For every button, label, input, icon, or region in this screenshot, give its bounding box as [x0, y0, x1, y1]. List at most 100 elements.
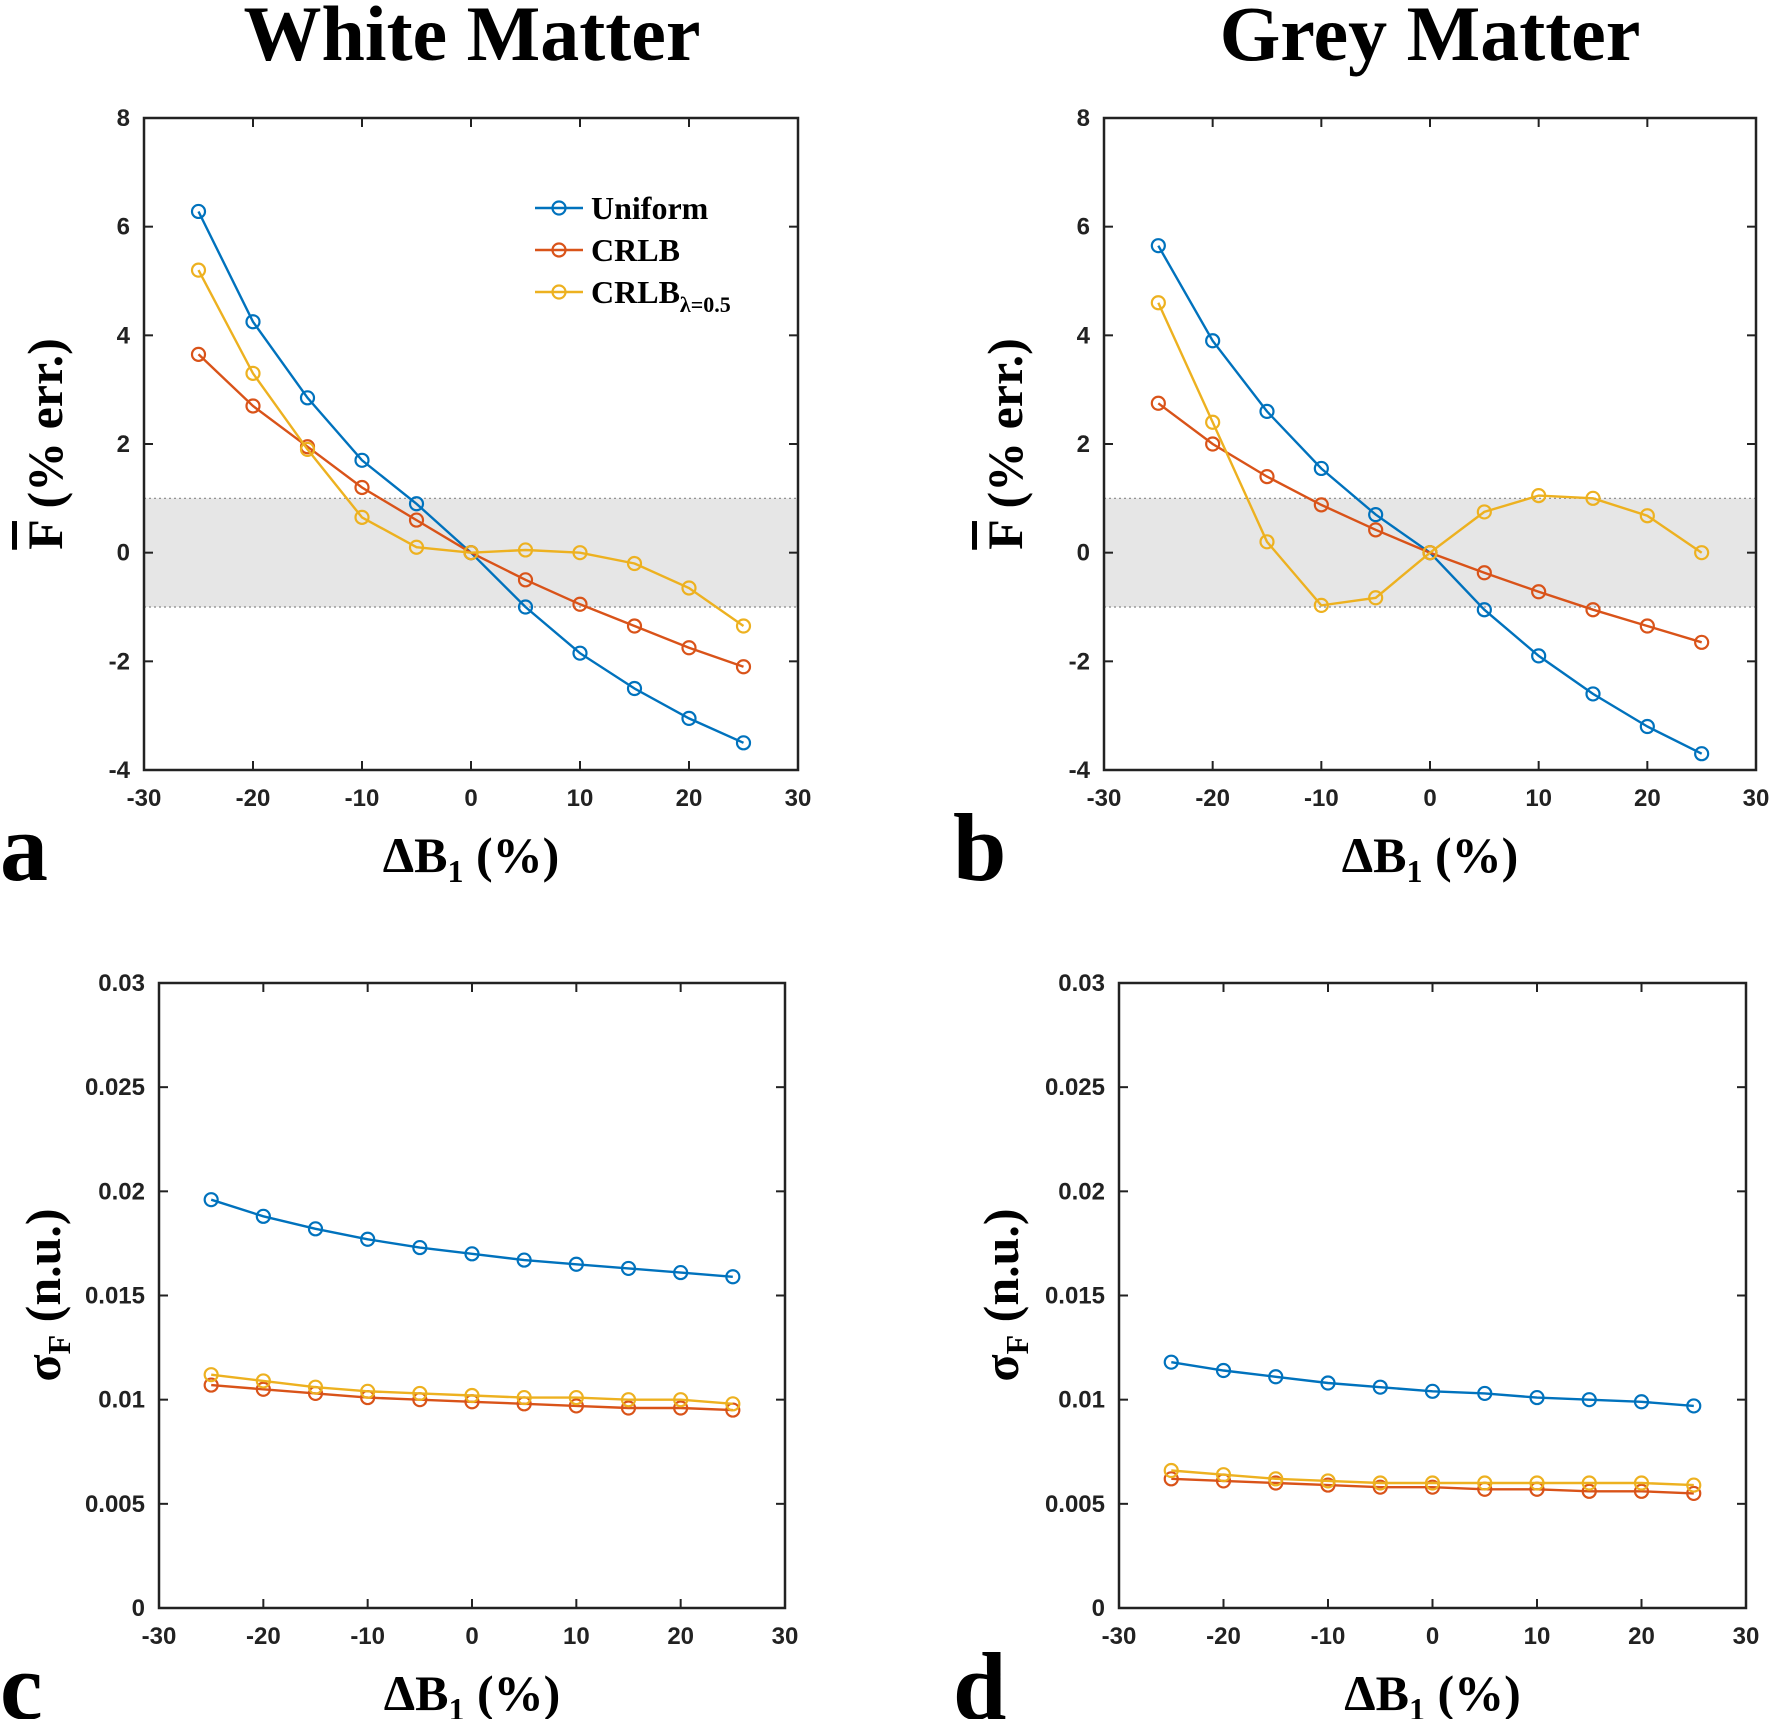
data-point [255, 1208, 271, 1224]
data-point [1694, 634, 1710, 650]
data-point [1372, 1475, 1388, 1491]
data-point [1259, 534, 1275, 550]
data-point [1531, 584, 1547, 600]
x-tick-label: -20 [1206, 1623, 1241, 1650]
y-tick-label: 2 [117, 431, 130, 458]
data-point [307, 1221, 324, 1237]
data-point [1368, 590, 1384, 606]
x-tick-label: -30 [1087, 785, 1122, 812]
data-point [203, 1367, 219, 1383]
data-point [408, 496, 425, 512]
panel-c: -30 -20 -10 0 10 20 30 0 0.005 0.01 0.015 0.02 0.025… [0, 970, 798, 1719]
x-tick-label: -20 [236, 785, 271, 812]
data-point [190, 203, 207, 220]
data-point [572, 596, 588, 612]
x-tick-label: 0 [1423, 785, 1436, 812]
legend-label: Uniform [591, 190, 709, 226]
series-crlb-lambda [1150, 295, 1710, 613]
data-point [620, 1260, 637, 1277]
data-point [725, 1269, 741, 1285]
data-point [1313, 497, 1329, 513]
y-tick-label: 0 [132, 1595, 145, 1622]
data-point [1424, 1479, 1441, 1495]
x-tick-label: -10 [350, 1623, 385, 1650]
data-point [517, 542, 534, 558]
data-point [1163, 1462, 1179, 1479]
data-point [735, 618, 752, 634]
y-tick-label: 4 [1077, 322, 1091, 349]
x-tick-label: -30 [127, 785, 162, 812]
data-point [1477, 1385, 1493, 1402]
data-point [620, 1392, 637, 1408]
data-point [626, 618, 643, 634]
x-tick-label: -20 [1195, 785, 1230, 812]
data-point [463, 545, 479, 561]
legend-label: CRLB [591, 232, 680, 268]
y-tick-label: 0.02 [1058, 1178, 1105, 1205]
x-tick-label: 30 [1733, 1623, 1760, 1650]
y-tick-label: 0 [1077, 540, 1090, 567]
data-point [1424, 1383, 1441, 1399]
data-point [1531, 648, 1547, 664]
data-point [354, 509, 370, 525]
data-point [1372, 1479, 1388, 1495]
y-tick-label: 2 [1077, 431, 1090, 458]
y-tick-label: 8 [1077, 105, 1090, 132]
legend-entry: Uniform [535, 190, 709, 226]
data-point [1368, 522, 1384, 538]
x-tick-label: 10 [567, 785, 594, 812]
y-tick-label: 0.025 [1045, 1074, 1105, 1101]
series-line [1157, 302, 1703, 607]
data-point [299, 441, 316, 458]
x-tick-label: -10 [345, 785, 380, 812]
data-point [1215, 1362, 1232, 1379]
y-axis-label: F (% err.) [977, 338, 1033, 549]
data-point [1476, 565, 1492, 581]
y-tick-label: -2 [109, 648, 130, 675]
y-tick-label: 0.015 [1045, 1283, 1105, 1310]
data-point [1422, 545, 1438, 561]
data-point [1581, 1392, 1597, 1408]
y-tick-label: 8 [117, 105, 130, 132]
y-tick-label: 0.005 [1045, 1491, 1105, 1518]
data-point [255, 1373, 271, 1389]
data-point [1476, 602, 1492, 618]
series-uniform [203, 1192, 741, 1285]
column-title-white-matter: White Matter [244, 0, 701, 77]
data-point [464, 1246, 480, 1262]
data-point [245, 365, 261, 381]
y-tick-label: -2 [1069, 648, 1090, 675]
x-tick-label: 20 [676, 785, 703, 812]
data-point [572, 645, 588, 661]
data-point [620, 1400, 637, 1416]
x-tick-label: 10 [563, 1623, 590, 1650]
data-point [408, 512, 425, 528]
data-point [1686, 1477, 1702, 1493]
x-tick-label: -10 [1311, 1623, 1346, 1650]
data-point [1639, 718, 1655, 735]
legend: Uniform CRLB CRLBλ=0.5 [535, 190, 731, 317]
y-tick-label: 6 [1077, 214, 1090, 241]
series-line [1171, 1469, 1694, 1487]
legend-entry: CRLB [535, 232, 680, 268]
series-crlb [1163, 1471, 1702, 1502]
data-point [1150, 395, 1166, 411]
data-point [517, 599, 534, 615]
data-point [1529, 1389, 1545, 1406]
panel-letter: c [0, 1633, 43, 1719]
panel-letter: a [0, 794, 48, 901]
data-point [1268, 1475, 1284, 1491]
y-tick-label: 6 [117, 214, 130, 241]
data-point [1268, 1369, 1284, 1385]
x-axis-label: ΔB1 (%) [1342, 827, 1519, 889]
data-point [1531, 488, 1547, 504]
data-point [1585, 602, 1601, 618]
data-point [1313, 460, 1329, 477]
data-point [1585, 686, 1601, 702]
data-point [299, 390, 316, 406]
data-point [1320, 1477, 1336, 1493]
series-line [1171, 1477, 1694, 1495]
x-axis-label: ΔB1 (%) [1344, 1665, 1521, 1719]
data-point [1477, 1475, 1493, 1491]
data-point [1320, 1473, 1336, 1489]
